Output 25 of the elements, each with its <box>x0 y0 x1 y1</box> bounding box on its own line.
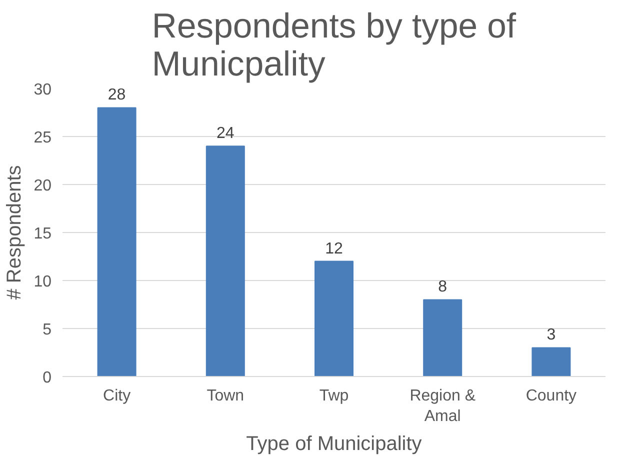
x-tick-label: County <box>526 388 577 404</box>
bar <box>532 347 571 376</box>
x-tick-label: Town <box>206 388 244 404</box>
bar <box>97 107 136 376</box>
y-tick-label: 25 <box>34 130 52 146</box>
x-axis-title: Type of Municipality <box>246 432 422 455</box>
y-tick-label: 15 <box>34 226 52 242</box>
x-tick-label: Region & Amal <box>410 388 476 425</box>
bar <box>423 299 462 376</box>
y-axis-title: # Respondents <box>4 165 26 300</box>
data-label: 12 <box>325 240 343 258</box>
chart-title: Respondents by type of Municpality <box>152 8 516 84</box>
bar <box>314 260 354 376</box>
data-label: 28 <box>108 86 126 104</box>
data-label: 8 <box>438 278 448 296</box>
x-tick-label: Twp <box>319 388 349 404</box>
y-tick-label: 5 <box>42 322 52 338</box>
data-label: 3 <box>546 326 556 344</box>
x-tick-label: City <box>103 388 131 404</box>
y-tick-label: 30 <box>34 82 52 98</box>
y-tick-label: 20 <box>34 178 52 194</box>
y-tick-label: 0 <box>42 370 52 386</box>
bar <box>206 146 245 376</box>
data-label: 24 <box>216 125 234 142</box>
y-tick-label: 10 <box>34 274 52 290</box>
